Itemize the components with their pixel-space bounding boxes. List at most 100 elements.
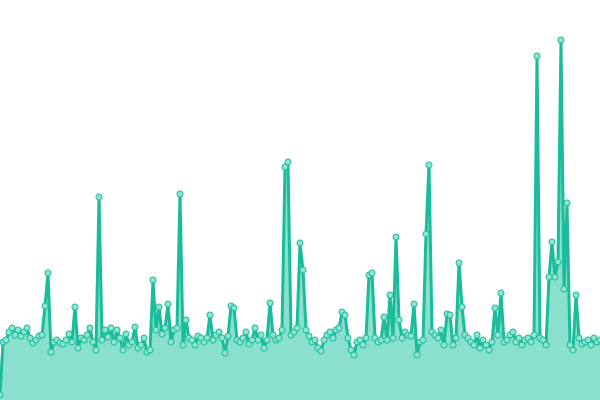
data-point (455, 259, 463, 267)
data-point (575, 334, 583, 342)
data-point (92, 346, 100, 354)
data-point (476, 344, 484, 352)
data-point (275, 334, 283, 342)
data-point (380, 313, 388, 321)
data-point (149, 276, 157, 284)
data-point (68, 338, 76, 346)
data-point (44, 269, 52, 277)
data-point (8, 324, 16, 332)
data-point (566, 341, 574, 349)
data-point (119, 346, 127, 354)
data-point (491, 304, 499, 312)
data-point (215, 328, 223, 336)
data-point (224, 332, 232, 340)
data-point (152, 326, 160, 334)
data-point (131, 323, 139, 331)
data-point (305, 332, 313, 340)
data-point (425, 161, 433, 169)
data-point (98, 336, 106, 344)
data-point (203, 334, 211, 342)
data-point (116, 334, 124, 342)
data-point (140, 334, 148, 342)
data-point (494, 331, 502, 339)
data-point (410, 300, 418, 308)
data-point (356, 336, 364, 344)
data-point (554, 258, 562, 266)
data-point (26, 334, 34, 342)
data-point (122, 330, 130, 338)
data-point (569, 346, 577, 354)
data-point (221, 349, 229, 357)
data-point (269, 331, 277, 339)
data-point (248, 336, 256, 344)
series-area-fill (0, 40, 600, 400)
data-point-markers (0, 36, 600, 399)
data-point (155, 303, 163, 311)
data-point (596, 336, 600, 344)
data-point (158, 330, 166, 338)
data-point (407, 332, 415, 340)
data-point (479, 336, 487, 344)
data-point (38, 331, 46, 339)
data-point (317, 347, 325, 355)
data-point (395, 316, 403, 324)
data-point (254, 336, 262, 344)
data-point (368, 269, 376, 277)
data-point (377, 336, 385, 344)
data-point (503, 336, 511, 344)
data-point (0, 391, 4, 399)
data-point (167, 338, 175, 346)
data-point (557, 36, 565, 44)
data-point (113, 326, 121, 334)
data-point (473, 331, 481, 339)
data-point (74, 344, 82, 352)
data-point (62, 336, 70, 344)
data-point (41, 302, 49, 310)
data-point (482, 341, 490, 349)
data-point (347, 346, 355, 354)
data-point (239, 334, 247, 342)
data-point (230, 304, 238, 312)
data-point (179, 341, 187, 349)
data-point (545, 273, 553, 281)
data-point (89, 338, 97, 346)
data-point (260, 344, 268, 352)
data-point (107, 324, 115, 332)
data-point (71, 303, 79, 311)
data-point (320, 336, 328, 344)
data-point (419, 336, 427, 344)
data-point (104, 333, 112, 341)
data-point (86, 324, 94, 332)
data-point (584, 336, 592, 344)
data-point (488, 338, 496, 346)
data-point (386, 291, 394, 299)
data-point (422, 230, 430, 238)
data-point (446, 311, 454, 319)
data-point (527, 338, 535, 346)
data-point (281, 163, 289, 171)
data-point (350, 351, 358, 359)
data-point (47, 348, 55, 356)
data-point (548, 238, 556, 246)
data-point (65, 330, 73, 338)
data-point (515, 334, 523, 342)
data-point (161, 324, 169, 332)
data-point (80, 336, 88, 344)
data-point (182, 316, 190, 324)
data-point (23, 324, 31, 332)
data-point (284, 158, 292, 166)
data-point (587, 341, 595, 349)
data-point (137, 341, 145, 349)
data-point (164, 300, 172, 308)
data-point (413, 351, 421, 359)
data-point (497, 289, 505, 297)
data-point (296, 239, 304, 247)
data-point (344, 334, 352, 342)
data-point (563, 199, 571, 207)
data-point (242, 328, 250, 336)
data-point (452, 334, 460, 342)
data-point (326, 328, 334, 336)
data-point (542, 341, 550, 349)
data-point (110, 338, 118, 346)
